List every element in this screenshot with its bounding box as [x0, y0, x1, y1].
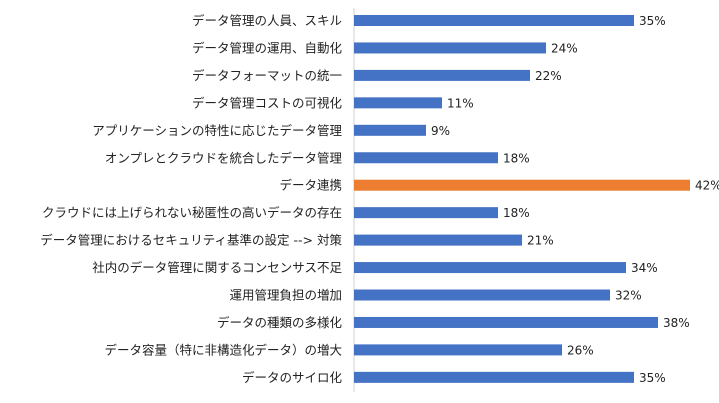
- category-label: データ管理の人員、スキル: [192, 13, 342, 28]
- bar: [354, 289, 610, 301]
- bar: [354, 262, 626, 274]
- data-label: 32%: [615, 289, 642, 303]
- bar: [354, 42, 546, 54]
- category-label: アプリケーションの特性に応じたデータ管理: [92, 123, 342, 138]
- category-label: データ管理コストの可視化: [192, 95, 343, 110]
- bar: [354, 316, 658, 328]
- category-label: 運用管理負担の増加: [229, 288, 342, 303]
- data-label: 11%: [447, 96, 474, 110]
- bar: [354, 207, 498, 219]
- data-label: 26%: [567, 343, 594, 357]
- category-label: データ容量（特に非構造化データ）の増大: [104, 342, 342, 357]
- bar: [354, 179, 690, 191]
- category-label: オンプレとクラウドを統合したデータ管理: [105, 150, 343, 165]
- data-label: 21%: [527, 234, 554, 248]
- data-label: 35%: [639, 371, 666, 385]
- category-label: データフォーマットの統一: [192, 68, 342, 83]
- data-label: 24%: [551, 41, 578, 55]
- category-label: データ管理におけるセキュリティ基準の設定 --> 対策: [40, 233, 342, 248]
- data-label: 35%: [639, 14, 666, 28]
- bar: [354, 152, 498, 164]
- bar: [354, 97, 442, 109]
- bar: [354, 371, 634, 383]
- category-label: データのサイロ化: [242, 370, 343, 385]
- data-label: 38%: [663, 316, 690, 330]
- category-label: データ管理の運用、自動化: [192, 40, 343, 55]
- data-label: 9%: [431, 124, 450, 138]
- data-label: 18%: [503, 151, 530, 165]
- data-label: 42%: [695, 179, 719, 193]
- category-label: 社内のデータ管理に関するコンセンサス不足: [92, 260, 342, 275]
- category-label: データの種類の多様化: [217, 315, 343, 330]
- bar: [354, 69, 530, 81]
- bar: [354, 124, 426, 136]
- bar: [354, 344, 562, 356]
- category-label: クラウドには上げられない秘匿性の高いデータの存在: [42, 205, 342, 220]
- data-label: 22%: [535, 69, 562, 83]
- bar: [354, 15, 634, 26]
- category-label: データ連携: [279, 178, 342, 193]
- bar: [354, 234, 522, 246]
- data-label: 18%: [503, 206, 530, 220]
- data-label: 34%: [631, 261, 658, 275]
